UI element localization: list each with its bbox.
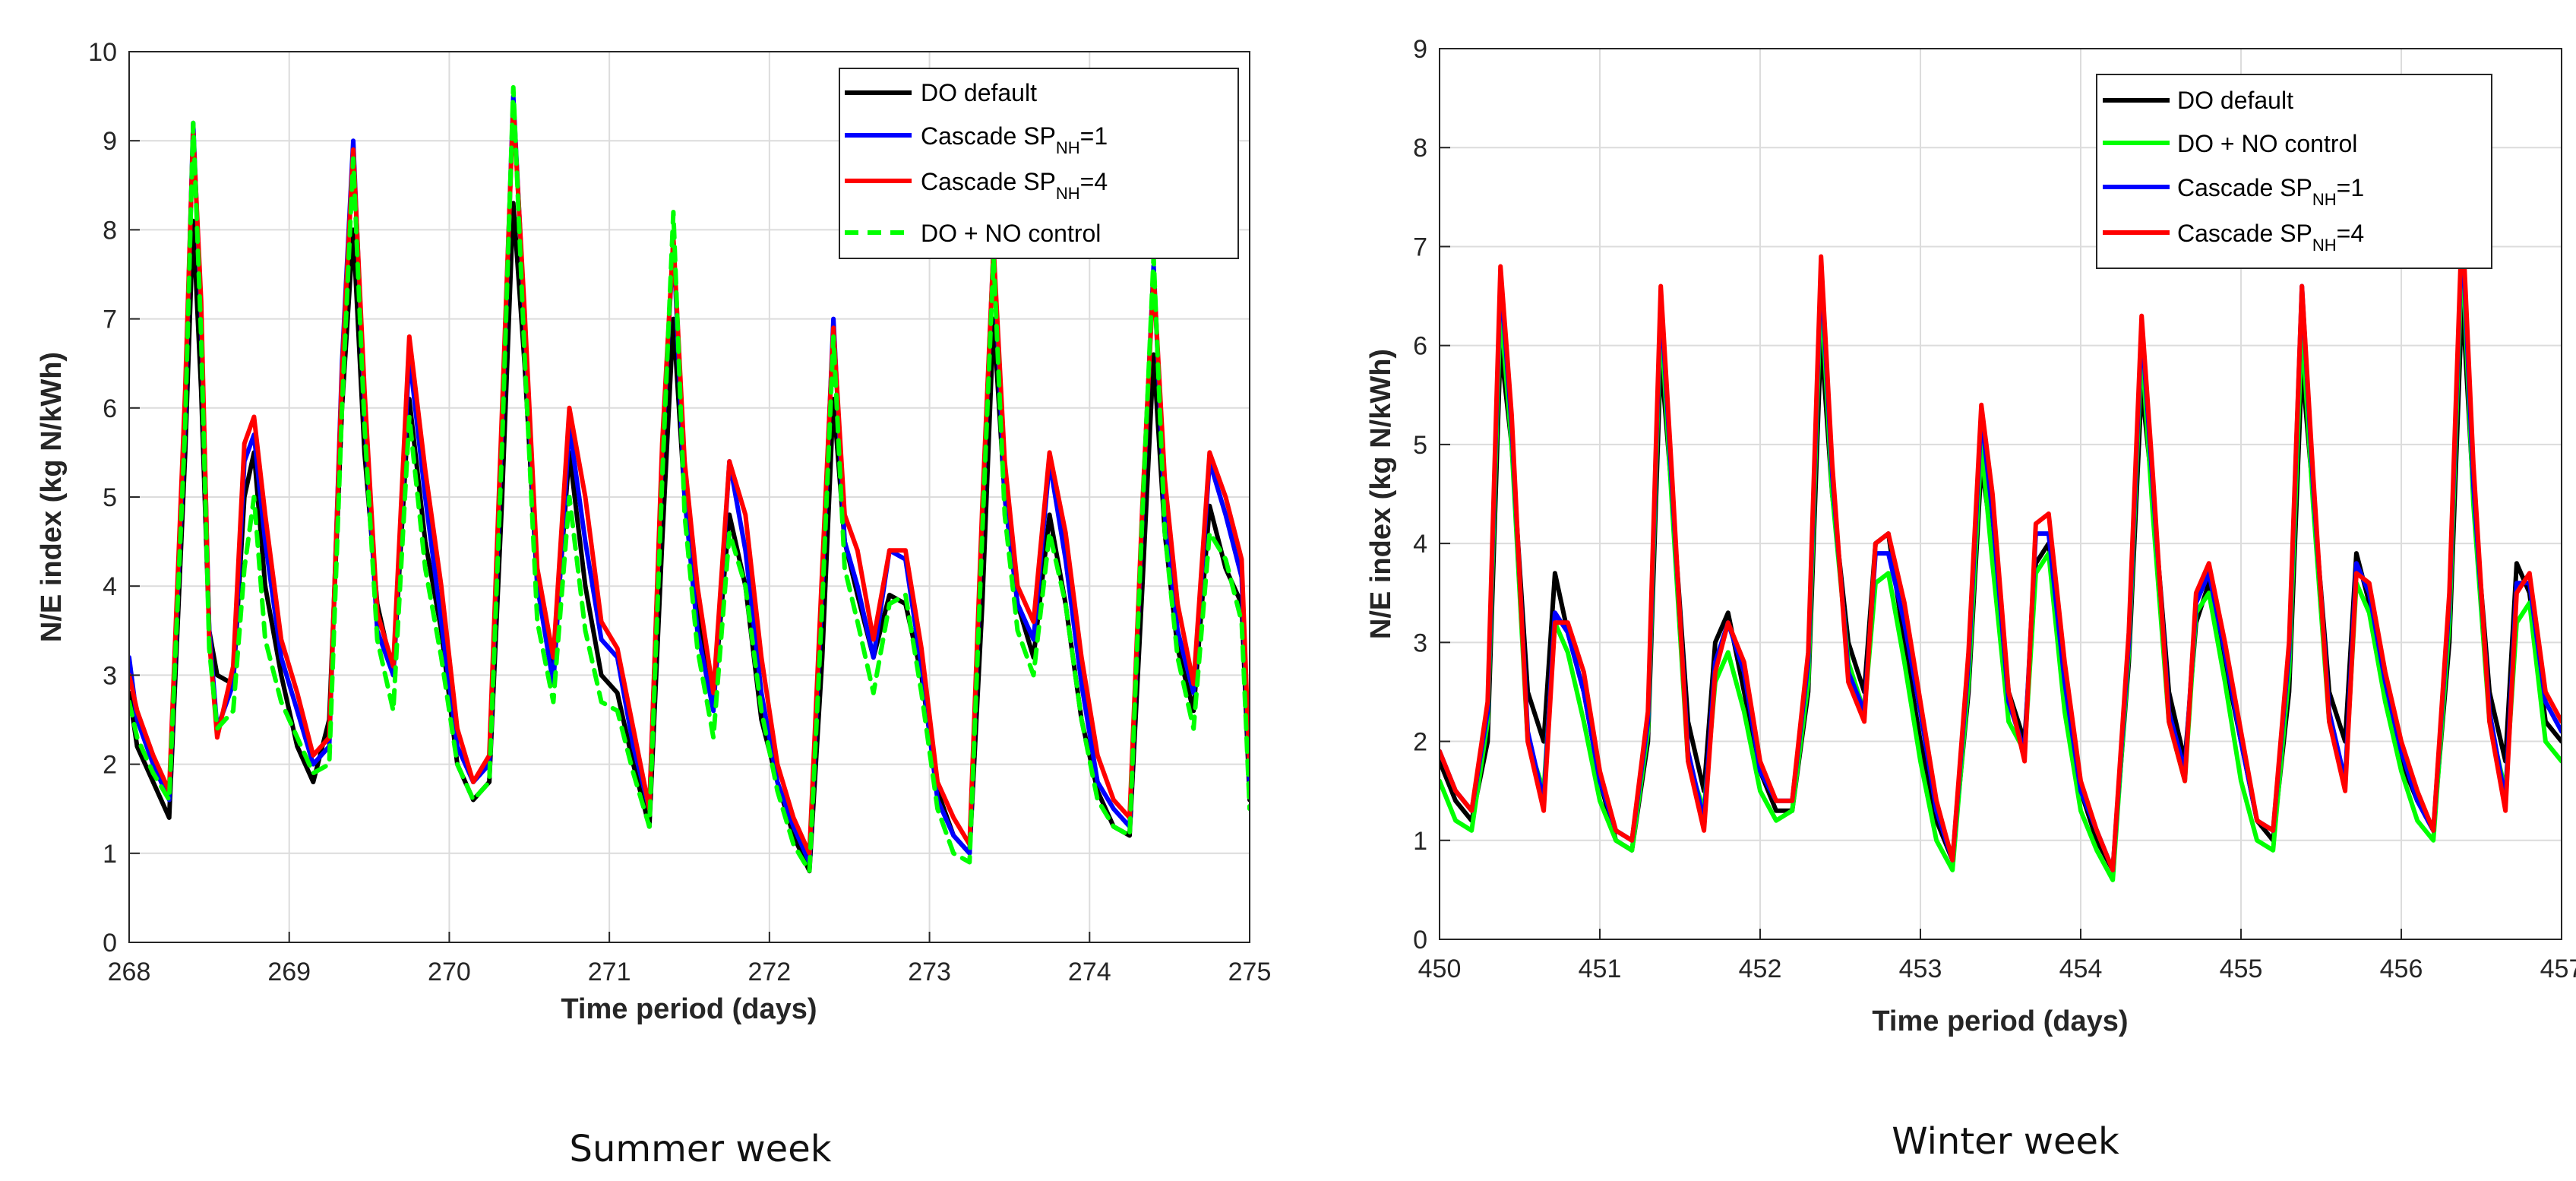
winter-xtick-label-6: 456 [2380, 955, 2423, 983]
winter-xtick-label-5: 455 [2220, 955, 2263, 983]
summer-legend-entry-2: Cascade SPNH=4 [921, 168, 1108, 203]
winter-xtick-label-4: 454 [2059, 955, 2103, 983]
summer-ytick-label-3: 3 [103, 661, 117, 690]
winter-legend-entry-0: DO default [2177, 87, 2293, 114]
winter-ylabel: N/E index (kg N/kWh) [1365, 349, 1397, 639]
winter-xtick-label-0: 450 [1418, 955, 1462, 983]
winter-ytick-label-8: 8 [1413, 134, 1427, 163]
summer-ytick-label-1: 1 [103, 840, 117, 869]
summer-ytick-label-6: 6 [103, 394, 117, 423]
summer-xtick-label-5: 273 [908, 958, 951, 986]
summer-ytick-label-8: 8 [103, 216, 117, 245]
winter-axes-box [1439, 48, 2562, 940]
winter-xtick-label-2: 452 [1739, 955, 1782, 983]
winter-ytick-label-0: 0 [1413, 926, 1427, 955]
summer-ytick-label-7: 7 [103, 306, 117, 334]
summer-chart: 268 269 270 271 272 273 274 275 0 1 2 3 4 5 6 7 8 9 10 Tim… [36, 38, 1271, 1170]
summer-legend-entry-3: DO + NO control [921, 220, 1101, 247]
summer-xtick-label-6: 274 [1068, 958, 1111, 986]
winter-xtick-label-1: 451 [1579, 955, 1622, 983]
winter-ytick-label-1: 1 [1413, 827, 1427, 856]
summer-xtick-label-7: 275 [1228, 958, 1272, 986]
winter-series-line-3 [1440, 214, 2562, 872]
summer-legend-entry-0: DO default [921, 79, 1037, 106]
winter-ytick-label-2: 2 [1413, 728, 1427, 757]
winter-xtick-label-7: 457 [2540, 955, 2576, 983]
summer-ylabel: N/E index (kg N/kWh) [36, 352, 68, 642]
summer-ytick-label-4: 4 [103, 572, 117, 601]
winter-ytick-label-4: 4 [1413, 530, 1427, 559]
winter-xlabel: Time period (days) [1872, 1005, 2128, 1037]
summer-xtick-label-1: 269 [267, 958, 311, 986]
summer-caption: Summer week [569, 1128, 831, 1170]
winter-ytick-label-9: 9 [1413, 35, 1427, 64]
summer-xlabel: Time period (days) [561, 993, 817, 1025]
summer-ytick-label-5: 5 [103, 483, 117, 512]
summer-ytick-label-10: 10 [88, 38, 117, 67]
summer-legend: DO default Cascade SPNH=1 Cascade SPNH=4… [839, 68, 1239, 259]
winter-ytick-label-3: 3 [1413, 628, 1427, 657]
winter-xtick-label-3: 453 [1899, 955, 1942, 983]
summer-ytick-label-9: 9 [103, 127, 117, 156]
summer-series-line-3 [129, 84, 1250, 874]
winter-ytick-label-6: 6 [1413, 332, 1427, 361]
winter-series [1440, 214, 2562, 882]
winter-legend-box [2096, 74, 2492, 269]
summer-legend-box [839, 68, 1239, 259]
summer-series [129, 84, 1250, 874]
summer-legend-entry-1: Cascade SPNH=1 [921, 122, 1108, 157]
winter-caption: Winter week [1892, 1120, 2119, 1163]
winter-legend-entry-3: Cascade SPNH=4 [2177, 220, 2364, 255]
summer-xtick-label-3: 271 [588, 958, 631, 986]
summer-ticks: 268 269 270 271 272 273 274 275 0 1 2 3 4 5 6 7 8 9 10 [88, 38, 1271, 986]
winter-legend-entry-1: DO + NO control [2177, 130, 2357, 157]
summer-ytick-label-0: 0 [103, 929, 117, 958]
summer-xtick-label-0: 268 [108, 958, 151, 986]
summer-xtick-label-2: 270 [428, 958, 471, 986]
summer-ytick-label-2: 2 [103, 751, 117, 780]
summer-xtick-label-4: 272 [748, 958, 791, 986]
winter-ytick-label-7: 7 [1413, 233, 1427, 261]
winter-legend: DO default DO + NO control Cascade SPNH=… [2096, 74, 2492, 269]
winter-series-line-1 [1440, 244, 2562, 882]
winter-ytick-label-5: 5 [1413, 431, 1427, 460]
winter-legend-entry-2: Cascade SPNH=1 [2177, 174, 2364, 209]
